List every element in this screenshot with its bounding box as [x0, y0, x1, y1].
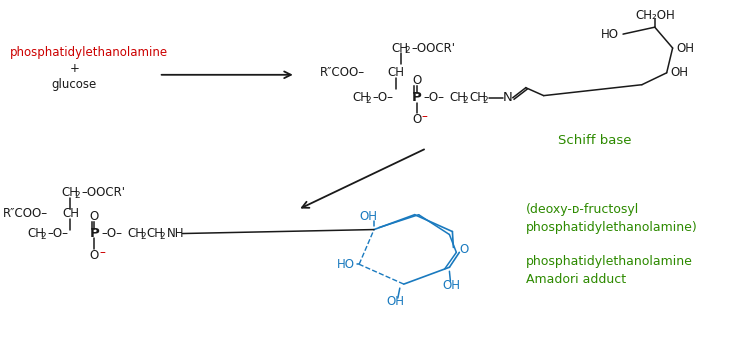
Text: phosphatidylethanolamine): phosphatidylethanolamine)	[526, 221, 698, 234]
Text: P: P	[89, 227, 99, 240]
Text: 2: 2	[482, 96, 487, 105]
Text: OH: OH	[671, 66, 689, 79]
Text: O: O	[459, 243, 469, 256]
Text: 2: 2	[41, 232, 46, 241]
Text: R″COO–: R″COO–	[3, 207, 48, 220]
Text: OH: OH	[677, 42, 695, 54]
Text: (deoxy-ᴅ-fructosyl: (deoxy-ᴅ-fructosyl	[526, 203, 639, 216]
Text: N: N	[503, 91, 513, 104]
Text: CH: CH	[450, 91, 467, 104]
Text: 2: 2	[160, 232, 166, 241]
Text: –O–: –O–	[424, 91, 444, 104]
Text: 2: 2	[74, 191, 80, 200]
Text: –: –	[421, 110, 427, 123]
Text: phosphatidylethanolamine: phosphatidylethanolamine	[10, 46, 168, 59]
Text: HO: HO	[337, 258, 355, 271]
Text: 2: 2	[140, 232, 146, 241]
Text: CH: CH	[352, 91, 369, 104]
Text: 2: 2	[462, 96, 468, 105]
Text: CH: CH	[392, 42, 409, 54]
Text: –O–: –O–	[48, 227, 68, 240]
Text: –OOCR': –OOCR'	[412, 42, 455, 54]
Text: O: O	[412, 113, 421, 126]
Text: P: P	[412, 91, 421, 104]
Text: CH: CH	[147, 227, 163, 240]
Text: Schiff base: Schiff base	[559, 134, 632, 147]
Text: O: O	[412, 74, 421, 87]
Text: O: O	[90, 210, 99, 223]
Text: Amadori adduct: Amadori adduct	[526, 273, 626, 286]
Text: –O–: –O–	[372, 91, 393, 104]
Text: CH: CH	[62, 186, 79, 199]
Text: –O–: –O–	[101, 227, 122, 240]
Text: R″COO–: R″COO–	[319, 66, 365, 79]
Text: HO: HO	[601, 28, 619, 40]
Text: OH: OH	[442, 279, 461, 292]
Text: +: +	[69, 62, 80, 75]
Text: –: –	[100, 246, 105, 259]
Text: OH: OH	[359, 210, 377, 223]
Text: CH: CH	[470, 91, 486, 104]
Text: CH: CH	[387, 66, 404, 79]
Text: CH: CH	[127, 227, 144, 240]
Text: O: O	[90, 249, 99, 262]
Text: OH: OH	[387, 296, 405, 309]
Text: glucose: glucose	[52, 78, 97, 91]
Text: CH: CH	[62, 207, 80, 220]
Text: NH: NH	[166, 227, 184, 240]
Text: phosphatidylethanolamine: phosphatidylethanolamine	[526, 255, 692, 268]
Text: CH₂OH: CH₂OH	[635, 9, 675, 22]
Text: 2: 2	[405, 46, 410, 55]
Text: 2: 2	[365, 96, 371, 105]
Text: –OOCR': –OOCR'	[81, 186, 126, 199]
Text: CH: CH	[27, 227, 45, 240]
